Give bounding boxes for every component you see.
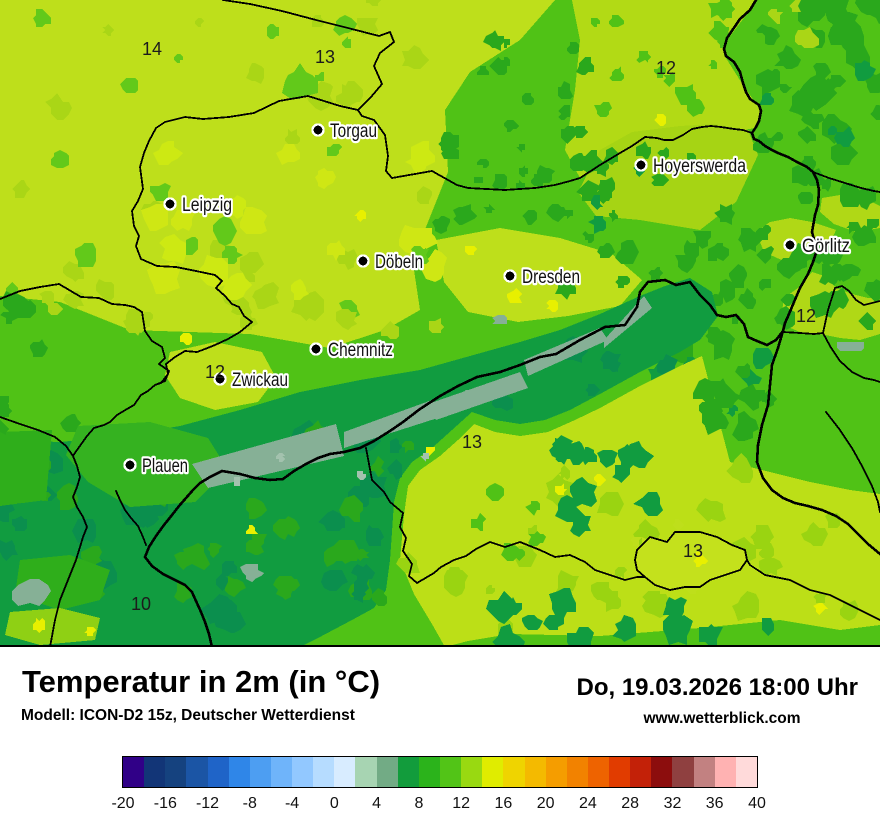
svg-text:Plauen: Plauen [142,456,188,477]
svg-text:12: 12 [656,58,676,78]
svg-text:13: 13 [315,47,335,67]
svg-text:Görlitz: Görlitz [802,236,850,257]
svg-text:12: 12 [796,306,816,326]
svg-text:Döbeln: Döbeln [375,252,423,273]
svg-text:Chemnitz: Chemnitz [328,340,393,361]
svg-text:Dresden: Dresden [522,267,580,288]
svg-text:10: 10 [131,594,151,614]
svg-text:Leipzig: Leipzig [182,195,232,216]
svg-text:Hoyerswerda: Hoyerswerda [653,156,746,177]
svg-text:13: 13 [683,541,703,561]
svg-text:12: 12 [205,362,225,382]
svg-text:Torgau: Torgau [330,121,377,142]
svg-text:Zwickau: Zwickau [232,370,288,391]
svg-text:14: 14 [142,39,162,59]
svg-text:13: 13 [462,432,482,452]
